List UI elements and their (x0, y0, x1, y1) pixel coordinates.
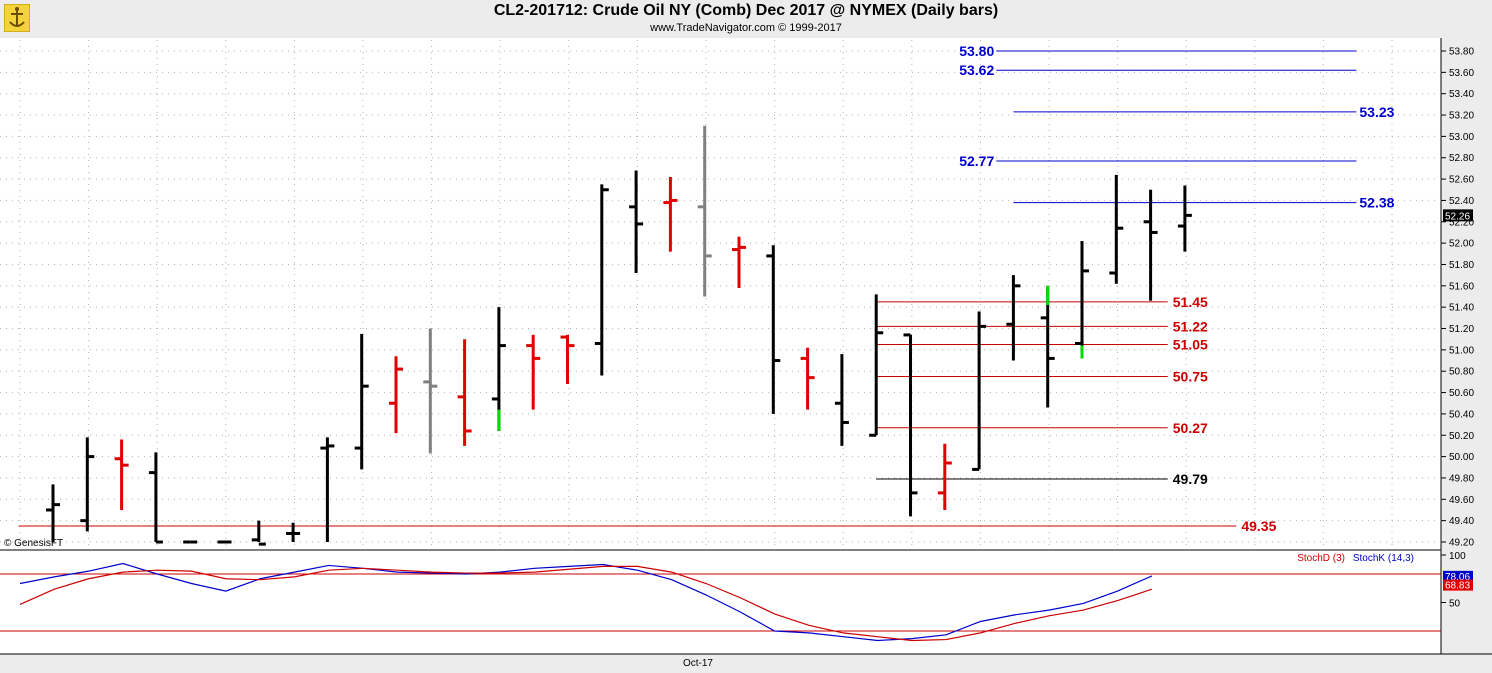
ohlc-bar (354, 333, 369, 470)
ohlc-bar (1075, 240, 1089, 359)
support-label: 51.45 (1173, 294, 1208, 310)
support-label: 50.27 (1173, 420, 1208, 436)
support-label: 51.05 (1173, 337, 1208, 353)
price-tick-label: 52.40 (1449, 196, 1474, 207)
ohlc-bar (389, 356, 403, 434)
resistance-label: 53.80 (959, 43, 994, 59)
ohlc-bar (423, 328, 438, 454)
ohlc-bar (766, 245, 781, 414)
price-tick-label: 50.20 (1449, 431, 1474, 442)
ohlc-bar (972, 311, 987, 471)
price-tick-label: 52.80 (1449, 153, 1474, 164)
price-axis (1441, 38, 1492, 654)
price-tick-label: 49.40 (1449, 516, 1474, 527)
price-tick-label: 51.60 (1449, 281, 1474, 292)
last-price-value: 52.26 (1445, 211, 1470, 222)
stoch-d-line (19, 565, 1153, 642)
price-tick-label: 52.00 (1449, 239, 1474, 250)
price-tick-label: 53.20 (1449, 111, 1474, 122)
ohlc-bar (869, 294, 884, 437)
ohlc-bar (594, 184, 609, 376)
ohlc-bar (903, 333, 918, 517)
price-tick-label: 50.40 (1449, 409, 1474, 420)
price-panel (0, 38, 1441, 550)
price-tick-label: 51.20 (1449, 324, 1474, 335)
support-label: 49.79 (1173, 471, 1208, 487)
price-tick-label: 51.40 (1449, 303, 1474, 314)
support-label: 51.22 (1173, 318, 1208, 334)
ohlc-bar (697, 125, 712, 297)
chart-title: CL2-201712: Crude Oil NY (Comb) Dec 2017… (493, 2, 999, 19)
ohlc-bar (286, 522, 301, 542)
price-tick-label: 53.60 (1449, 68, 1474, 79)
ohlc-bar (1143, 189, 1158, 301)
price-tick-label: 53.00 (1449, 132, 1474, 143)
ohlc-bar (834, 354, 849, 446)
price-levels: 53.80 53.62 53.23 52.77 52.38 51.45 51.22 51.05… (18, 43, 1395, 534)
price-tick-label: 53.80 (1449, 47, 1474, 58)
resistance-label: 52.38 (1359, 195, 1394, 211)
ohlc-bar (800, 347, 815, 410)
price-tick-label: 50.80 (1449, 367, 1474, 378)
price-tick-label: 51.80 (1449, 260, 1474, 271)
stoch-d-tag (1443, 579, 1473, 591)
ohlc-bar (320, 437, 335, 542)
ohlc-bar (457, 339, 472, 446)
last-price-tag (1443, 209, 1473, 222)
stoch-k-tag (1443, 570, 1473, 582)
stoch-d-value: 68.83 (1445, 581, 1470, 592)
chart-header: CL2-201712: Crude Oil NY (Comb) Dec 2017… (0, 0, 1492, 38)
price-tick-label: 53.40 (1449, 89, 1474, 100)
ohlc-bar (937, 443, 952, 510)
ohlc-bar (148, 452, 163, 544)
price-tick-label: 50.00 (1449, 452, 1474, 463)
price-tick-label: 49.20 (1449, 538, 1474, 549)
ohlc-bar (732, 236, 746, 288)
ohlc-bar (1109, 174, 1124, 284)
ohlc-bar (46, 484, 60, 542)
ohlc-bar (1040, 285, 1055, 408)
ohlc-bar (1006, 275, 1021, 361)
watermark: © GenesisFT (4, 538, 63, 549)
legend-stoch-d: StochD (3) (1297, 553, 1345, 564)
stoch-tick-label: 50 (1449, 599, 1461, 610)
resistance-label: 53.23 (1359, 104, 1394, 120)
legend-stoch-k: StochK (14,3) (1353, 553, 1414, 564)
ohlc-bar (80, 437, 95, 532)
price-tick-label: 51.00 (1449, 345, 1474, 356)
support-label: 49.35 (1241, 518, 1276, 534)
resistance-label: 53.62 (959, 62, 994, 78)
ohlc-bars (46, 125, 1192, 546)
ohlc-bar (1177, 185, 1192, 252)
time-axis (0, 654, 1492, 673)
ohlc-bar (560, 334, 575, 385)
ohlc-bar (663, 176, 678, 252)
stoch-k-line (19, 562, 1153, 642)
price-tick-label: 50.60 (1449, 388, 1474, 399)
ohlc-bar (114, 439, 129, 510)
stoch-k-value: 78.06 (1445, 572, 1470, 583)
price-tick-label: 49.60 (1449, 495, 1474, 506)
ohlc-bar (251, 520, 266, 546)
price-tick-label: 52.60 (1449, 175, 1474, 186)
ohlc-bar (526, 334, 541, 410)
chart-subtitle: www.TradeNavigator.com © 1999-2017 (650, 22, 842, 34)
price-tick-label: 49.80 (1449, 473, 1474, 484)
support-label: 50.75 (1173, 369, 1208, 385)
grid (0, 40, 1441, 549)
x-axis-label-oct: Oct-17 (683, 658, 713, 669)
stoch-tick-label: 100 (1449, 551, 1466, 562)
ohlc-bar (629, 170, 644, 274)
price-axis-ticks: 53.80 53.60 53.40 53.20 53.00 52.80 52.60 52.40… (1441, 47, 1474, 549)
trade-navigator-logo-icon (4, 4, 30, 32)
price-tick-label: 52.20 (1449, 217, 1474, 228)
resistance-label: 52.77 (959, 153, 994, 169)
